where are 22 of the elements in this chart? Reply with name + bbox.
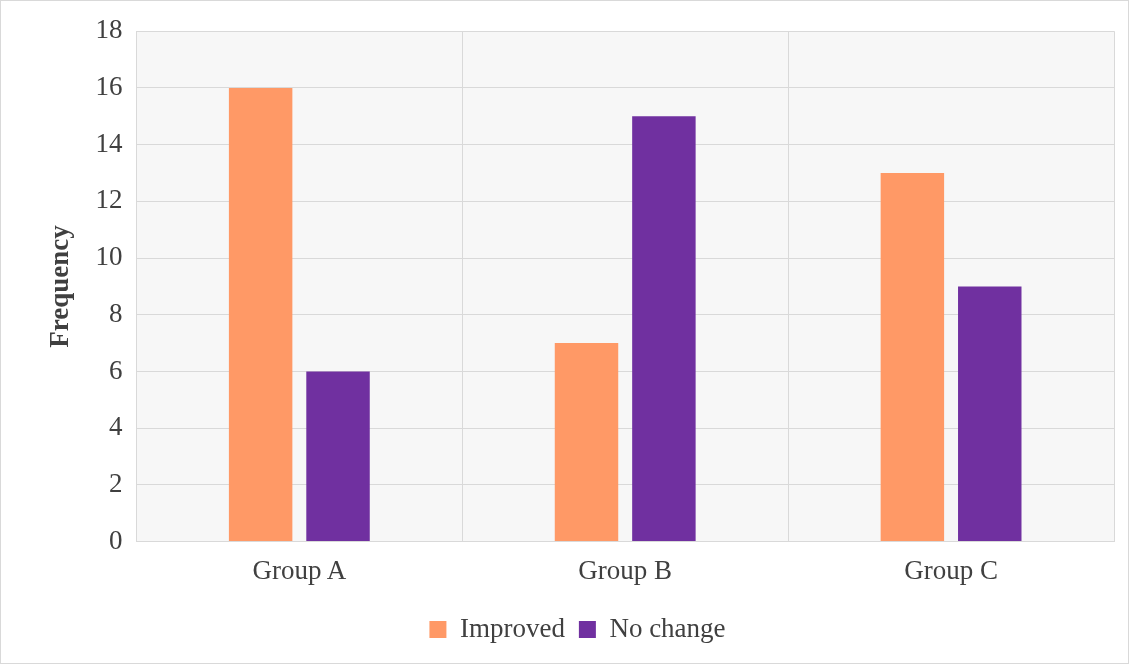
y-tick-label: 14 [95, 127, 123, 158]
y-tick-label: 2 [108, 467, 123, 498]
y-tick-label: 6 [108, 354, 123, 385]
bar [880, 172, 945, 542]
y-tick-label: 8 [108, 297, 123, 328]
legend-label: Improved [459, 612, 566, 643]
y-tick-label: 18 [95, 14, 123, 45]
legend-label: No change [609, 612, 726, 643]
y-tick-label: 16 [95, 71, 123, 101]
bar [958, 286, 1022, 542]
x-tick-label: Group A [252, 554, 347, 585]
y-axis-title: Frequency [44, 224, 75, 348]
y-tick-label: 0 [108, 524, 123, 555]
bar [306, 371, 370, 542]
y-tick-label: 12 [95, 184, 123, 215]
y-tick-label: 10 [95, 241, 123, 272]
x-tick-label: Group B [578, 554, 673, 585]
x-tick-label: Group C [904, 554, 998, 585]
y-tick-label: 4 [108, 411, 123, 442]
bar [554, 343, 619, 542]
bar [228, 87, 293, 542]
bar [632, 116, 696, 542]
